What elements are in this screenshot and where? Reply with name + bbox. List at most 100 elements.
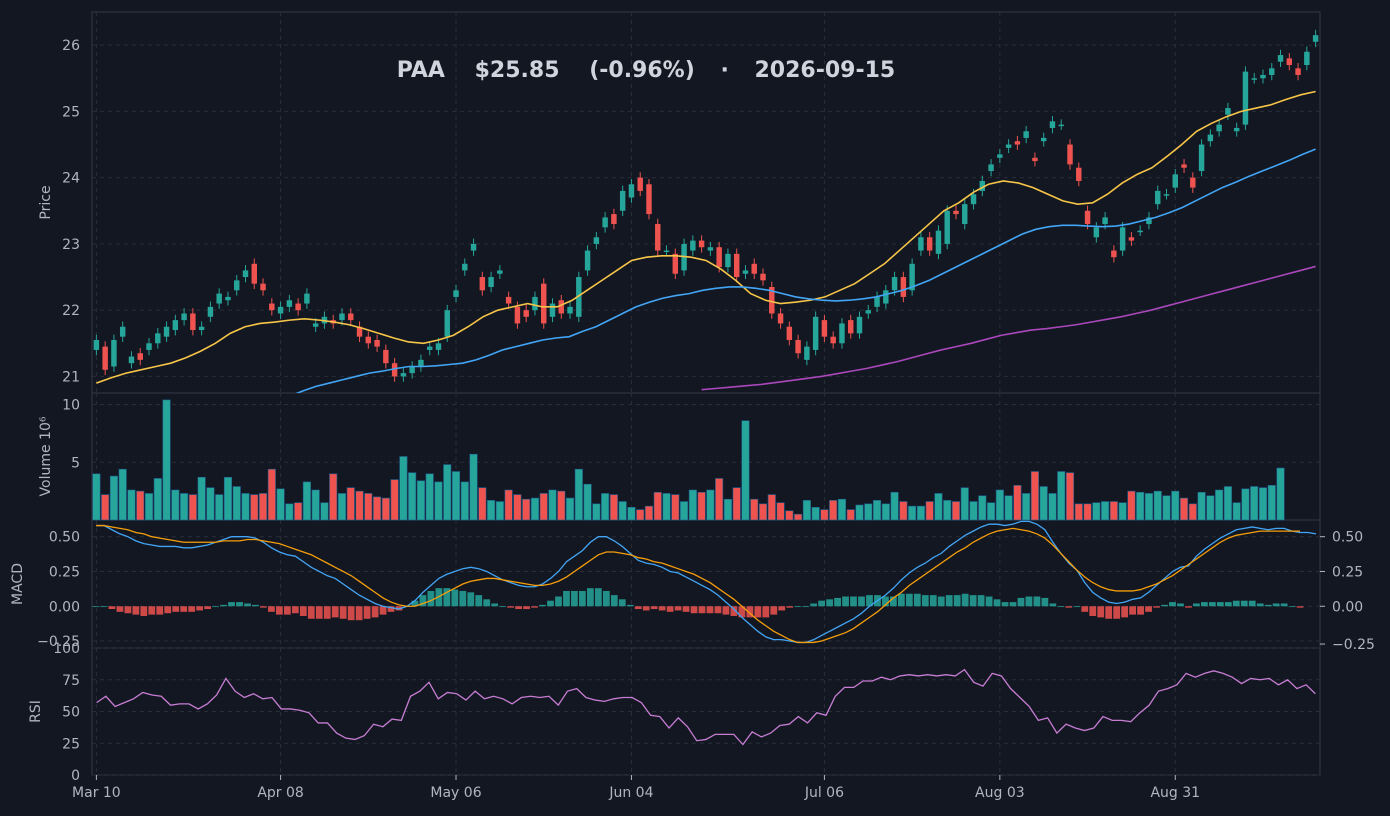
candle-body bbox=[1049, 121, 1056, 128]
volume-bar bbox=[829, 500, 838, 521]
volume-bar bbox=[767, 494, 776, 521]
macd-tick-label-left: 0.00 bbox=[49, 599, 80, 615]
volume-bar bbox=[723, 498, 732, 521]
macd-histogram-bar bbox=[1025, 596, 1033, 607]
volume-bar bbox=[1153, 490, 1162, 521]
volume-bar bbox=[451, 471, 461, 521]
x-tick-label: Aug 03 bbox=[975, 785, 1025, 801]
volume-bar bbox=[820, 509, 829, 521]
volume-bar bbox=[153, 478, 162, 521]
macd-histogram-bar bbox=[1200, 602, 1208, 607]
axes-layer: Mar 10 Apr 08 May 06 Jun 04 Jul 06 Aug 03 Aug … bbox=[10, 38, 1375, 801]
candle-body bbox=[365, 336, 372, 344]
macd-frame bbox=[91, 519, 1321, 649]
volume-bar bbox=[118, 468, 127, 521]
candle-body bbox=[1312, 35, 1319, 42]
volume-bar bbox=[846, 509, 855, 521]
candle-body bbox=[1207, 134, 1214, 142]
macd-histogram-bar bbox=[897, 593, 905, 607]
candle-body bbox=[102, 346, 108, 370]
candle-body bbox=[1216, 124, 1222, 132]
macd-histogram-bar bbox=[1049, 603, 1057, 607]
volume-bar bbox=[101, 494, 110, 521]
macd-histogram-bar bbox=[602, 590, 610, 607]
macd-histogram-bar bbox=[890, 596, 897, 607]
candle-body bbox=[339, 313, 345, 321]
volume-bar bbox=[978, 495, 987, 521]
candle-body bbox=[874, 296, 880, 307]
macd-histogram-bar bbox=[945, 595, 953, 607]
macd-histogram-bar bbox=[172, 606, 180, 612]
candle-body bbox=[619, 190, 626, 211]
macd-histogram-bar bbox=[1288, 606, 1296, 608]
macd-histogram-bar bbox=[658, 606, 666, 611]
volume-bar bbox=[320, 502, 329, 521]
candle-body bbox=[462, 263, 468, 271]
macd-tick-label-left: 0.50 bbox=[49, 530, 80, 546]
volume-bar bbox=[276, 488, 285, 521]
macd-histogram-bar bbox=[706, 606, 714, 614]
macd-histogram-bar bbox=[108, 606, 116, 610]
macd-histogram-bar bbox=[674, 606, 682, 611]
candle-body bbox=[576, 277, 582, 317]
macd-histogram-bar bbox=[1153, 606, 1160, 608]
volume-bar bbox=[478, 487, 487, 521]
candle-body bbox=[260, 283, 266, 291]
macd-histogram-bar bbox=[491, 603, 499, 607]
macd-histogram-bar bbox=[579, 590, 586, 607]
candle-body bbox=[1067, 144, 1073, 165]
candle-body bbox=[172, 320, 179, 331]
volume-bar bbox=[1065, 472, 1075, 521]
macd-histogram-bar bbox=[1185, 606, 1192, 608]
macd-histogram-bar bbox=[802, 606, 810, 608]
volume-bar bbox=[1013, 485, 1022, 521]
macd-histogram-bar bbox=[977, 595, 985, 607]
candle-body bbox=[497, 270, 503, 274]
macd-histogram-bar bbox=[1177, 603, 1184, 607]
volume-bar bbox=[636, 509, 645, 521]
volume-bar bbox=[1188, 503, 1197, 521]
macd-histogram-bar bbox=[1009, 602, 1017, 607]
volume-bar bbox=[987, 502, 996, 521]
candle-body bbox=[225, 296, 231, 301]
macd-histogram-bar bbox=[236, 602, 243, 607]
macd-histogram-bar bbox=[1121, 606, 1129, 618]
volume-bar bbox=[1030, 471, 1039, 521]
volume-bar bbox=[609, 494, 618, 521]
macd-histogram-bar bbox=[618, 599, 626, 607]
macd-histogram-bar bbox=[1145, 606, 1152, 612]
signal-line bbox=[95, 524, 1301, 644]
candle-body bbox=[1032, 157, 1038, 162]
macd-histogram-bar bbox=[475, 595, 483, 607]
candle-body bbox=[1040, 137, 1047, 142]
macd-histogram-bar bbox=[690, 606, 698, 614]
candle-body bbox=[190, 313, 196, 331]
macd-histogram-bar bbox=[539, 604, 546, 607]
volume-bar bbox=[758, 503, 768, 521]
candle-body bbox=[953, 210, 959, 215]
macd-histogram-bar bbox=[1105, 606, 1113, 619]
volume-bar bbox=[1250, 486, 1259, 521]
candle-body bbox=[883, 290, 889, 304]
macd-histogram-bar bbox=[866, 595, 873, 607]
macd-tick-label-right: 0.00 bbox=[1332, 599, 1363, 615]
macd-histogram-bar bbox=[371, 606, 379, 618]
candle-body bbox=[918, 237, 924, 251]
candle-body bbox=[628, 184, 635, 198]
candle-body bbox=[602, 217, 608, 228]
volume-bar bbox=[662, 493, 671, 521]
candle-body bbox=[1093, 227, 1100, 238]
candle-body bbox=[93, 339, 100, 350]
candle-body bbox=[1295, 68, 1301, 75]
volume-bar bbox=[1223, 486, 1232, 521]
volume-bar bbox=[916, 505, 925, 521]
volume-bar bbox=[294, 502, 303, 521]
volume-bar bbox=[811, 506, 820, 521]
volume-bar bbox=[355, 490, 364, 521]
candle-body bbox=[584, 250, 591, 271]
macd-histogram-bar bbox=[276, 606, 283, 615]
macd-histogram-bar bbox=[283, 606, 291, 615]
macd-histogram-bar bbox=[363, 606, 371, 619]
macd-tick-label-right: 0.25 bbox=[1332, 564, 1363, 580]
